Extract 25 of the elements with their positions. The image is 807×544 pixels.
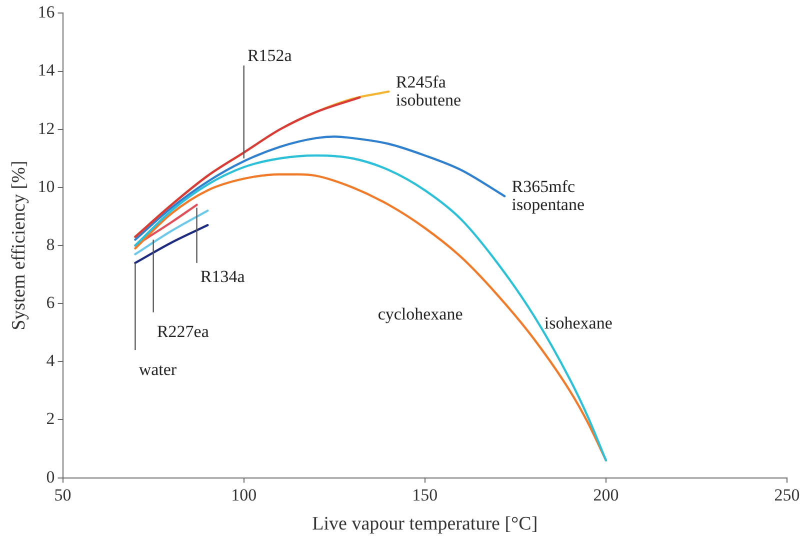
series-label: cyclohexane <box>378 304 463 324</box>
y-tick-label: 10 <box>38 176 55 196</box>
y-tick-label: 2 <box>46 409 55 428</box>
y-tick-label: 16 <box>38 2 55 22</box>
text: R134a <box>200 266 246 286</box>
x-tick-label: 250 <box>774 485 800 504</box>
y-tick-label: 4 <box>46 351 56 370</box>
x-tick-label: 150 <box>412 485 438 504</box>
series-label: isohexane <box>544 313 612 332</box>
x-tick-label: 200 <box>593 485 619 504</box>
text: R152a <box>247 46 292 66</box>
x-tick-label: 50 <box>54 485 72 504</box>
y-tick-label: 8 <box>46 234 55 254</box>
y-tick-label: 0 <box>46 467 55 486</box>
y-tick-label: 6 <box>46 293 55 312</box>
text: R227ea <box>156 322 210 342</box>
text: water <box>138 360 177 379</box>
y-tick-label: 12 <box>38 118 55 138</box>
y-tick-label: 14 <box>38 60 56 80</box>
y-axis-title: System efficiency [%] <box>8 160 30 330</box>
series-label: R245fa isobutene <box>396 72 462 110</box>
series-label: R365mfc isopentane <box>512 176 585 214</box>
line-series <box>134 136 506 241</box>
x-tick-label: 100 <box>231 485 257 504</box>
x-axis-title: Live vapour temperature [°C] <box>312 514 538 535</box>
